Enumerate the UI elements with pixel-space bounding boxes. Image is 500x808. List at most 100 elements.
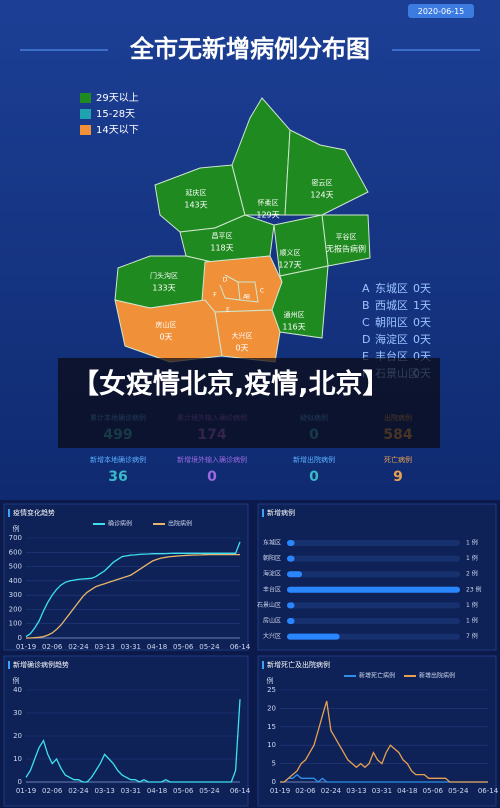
bar-category: 朝阳区	[263, 554, 281, 562]
x-tick-label: 02-24	[68, 643, 89, 651]
x-tick-label: 05-06	[173, 643, 194, 651]
map	[114, 97, 371, 363]
map-letter: B	[246, 294, 250, 301]
x-tick-label: 05-06	[423, 787, 444, 795]
y-tick-label: 40	[13, 686, 22, 694]
x-tick-label: 03-31	[372, 787, 392, 795]
bar-category: 大兴区	[263, 632, 281, 640]
x-tick-label: 02-06	[295, 787, 316, 795]
district-days: 0天	[159, 333, 172, 342]
district-name: 昌平区	[212, 232, 233, 240]
x-tick-label: 05-24	[199, 643, 220, 651]
list-days: 0天	[413, 316, 431, 329]
district-name: 通州区	[284, 310, 305, 319]
y-tick-label: 10	[267, 741, 276, 749]
district	[114, 255, 213, 309]
district-name: 房山区	[156, 320, 177, 329]
bar-category: 海淀区	[263, 570, 281, 578]
x-tick-label: 01-19	[16, 643, 36, 651]
district-border	[238, 281, 259, 303]
map-letter: C	[260, 288, 264, 295]
y-tick-label: 500	[9, 563, 22, 571]
bar	[287, 571, 303, 578]
y-tick-label: 200	[9, 605, 22, 613]
list-name: 朝阳区	[375, 316, 408, 329]
legend-label: 新增死亡病例	[359, 672, 395, 680]
bar-value-label: 7 例	[466, 632, 478, 640]
bar-value-label: 1 例	[466, 539, 478, 547]
x-tick-label: 06-14	[230, 787, 251, 795]
panel-icon	[262, 661, 264, 669]
y-axis-label: 例	[13, 524, 20, 533]
series-line	[280, 700, 488, 783]
bar	[287, 555, 295, 562]
y-axis-label: 例	[267, 676, 274, 685]
date-badge	[408, 4, 474, 18]
y-tick-label: 10	[13, 755, 22, 763]
x-tick-label: 04-18	[147, 787, 167, 795]
bar-value-label: 1 例	[466, 617, 478, 625]
panel	[257, 655, 497, 807]
stat-value: 0	[309, 469, 319, 485]
legend-label: 新增出院病例	[419, 672, 455, 680]
x-tick-label: 04-18	[147, 643, 167, 651]
district-name: 平谷区	[336, 232, 357, 241]
x-tick-label: 05-24	[448, 787, 469, 795]
bar-category: 石景山区	[257, 601, 281, 609]
stat-label: 死亡病例	[384, 455, 412, 464]
panel	[3, 655, 249, 807]
x-tick-label: 03-31	[121, 787, 141, 795]
district-days: 129天	[256, 211, 279, 220]
district-days: 133天	[152, 284, 175, 293]
list-letter: D	[362, 333, 370, 346]
district-days: 127天	[278, 261, 301, 270]
bar-track	[287, 571, 460, 578]
bar-value-label: 23 例	[466, 585, 482, 593]
map-letter: D	[223, 277, 228, 284]
stat-label: 新增出院病例	[293, 455, 335, 464]
legend-label: 15-28天	[96, 109, 135, 120]
district	[284, 129, 369, 216]
district-name: 大兴区	[232, 331, 253, 340]
y-tick-label: 15	[267, 723, 276, 731]
bar-category: 东城区	[263, 539, 281, 547]
panel-icon	[262, 509, 264, 517]
y-tick-label: 600	[9, 548, 22, 556]
district-days: 0天	[235, 344, 248, 353]
x-tick-label: 03-13	[346, 787, 366, 795]
district-days: 124天	[310, 191, 333, 200]
x-tick-label: 06-14	[230, 643, 251, 651]
stat-value: 0	[207, 469, 217, 485]
y-tick-label: 0	[272, 778, 276, 786]
list-days: 1天	[413, 299, 431, 312]
panel-title: 疫情变化趋势	[13, 508, 55, 517]
list-name: 海淀区	[375, 332, 408, 346]
district-name: 怀柔区	[258, 198, 279, 207]
bar-value-label: 1 例	[466, 554, 478, 562]
x-tick-label: 02-24	[321, 787, 342, 795]
x-tick-label: 02-06	[42, 787, 63, 795]
bar-track	[287, 602, 460, 609]
bar-value-label: 2 例	[466, 570, 478, 578]
legend-swatch	[80, 109, 91, 119]
stat-label: 新增境外输入确诊病例	[177, 455, 247, 464]
bar-track	[287, 618, 460, 624]
bar	[287, 633, 340, 640]
district-name: 顺义区	[280, 249, 301, 257]
series-line	[25, 699, 241, 783]
panel-icon	[8, 661, 10, 669]
series-line	[25, 541, 241, 638]
map-letter: A	[243, 294, 248, 301]
x-tick-label: 06-14	[478, 787, 499, 795]
district-days: 118天	[210, 244, 233, 253]
district-name: 延庆区	[186, 188, 207, 197]
list-name: 东城区	[375, 282, 408, 295]
x-tick-label: 03-13	[94, 787, 114, 795]
legend-swatch	[80, 93, 91, 103]
district-days: 143天	[184, 201, 207, 210]
district-name: 密云区	[312, 178, 333, 187]
x-tick-label: 03-13	[94, 643, 114, 651]
y-tick-label: 0	[18, 634, 22, 642]
y-axis-label: 例	[13, 676, 20, 685]
